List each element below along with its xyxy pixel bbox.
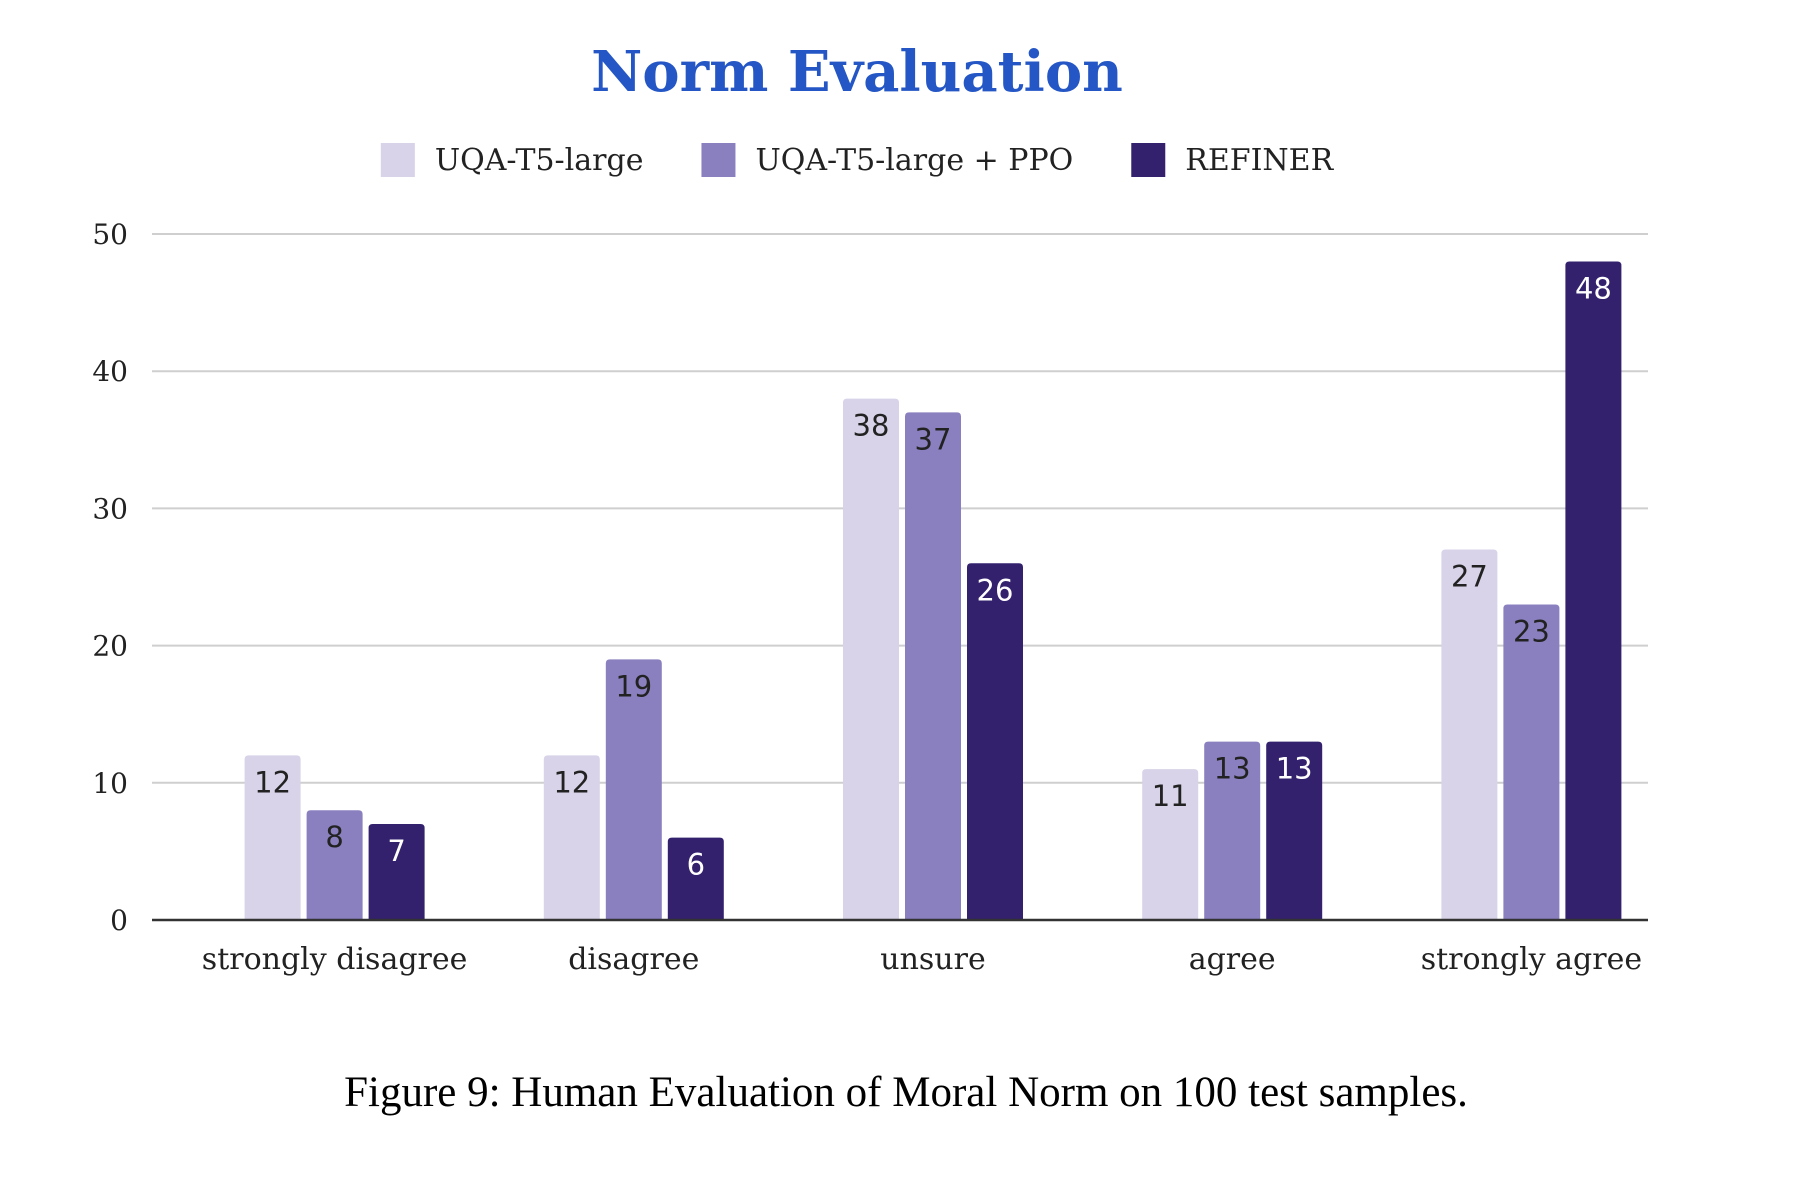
data-label: 48 <box>1575 271 1612 305</box>
data-label: 13 <box>1276 752 1313 786</box>
data-label: 12 <box>553 765 590 799</box>
bar-uqa-t5-large-unsure <box>843 398 899 920</box>
bar-uqa-t5-large-strongly-disagree <box>244 755 301 920</box>
x-axis: strongly disagree disagree unsure agree stro… <box>202 942 1642 977</box>
data-label: 27 <box>1451 560 1488 594</box>
x-tick-label: unsure <box>880 942 985 977</box>
y-tick-label: 30 <box>92 492 128 525</box>
data-label: 38 <box>853 409 890 443</box>
y-axis: 0 10 20 30 40 50 <box>92 218 128 937</box>
data-label: 23 <box>1513 614 1550 648</box>
gridlines <box>152 233 1648 784</box>
data-label: 19 <box>615 669 652 703</box>
bar-refiner-unsure <box>967 563 1023 920</box>
bar-refiner-disagree <box>667 837 724 920</box>
bar-refiner-strongly-disagree <box>368 823 425 920</box>
y-tick-label: 40 <box>92 355 128 388</box>
bar-uqa-t5-large-ppo-strongly-disagree <box>306 810 363 920</box>
x-tick-label: strongly agree <box>1421 942 1642 977</box>
data-label: 37 <box>915 422 952 456</box>
bar-uqa-t5-large-ppo-unsure <box>905 412 961 920</box>
bar-uqa-t5-large-strongly-agree <box>1441 549 1498 920</box>
legend-label: REFINER <box>1185 143 1334 178</box>
bar-uqa-t5-large-ppo-agree <box>1204 741 1261 920</box>
bar-uqa-t5-large-ppo-strongly-agree <box>1503 604 1560 920</box>
bar-refiner-strongly-agree <box>1565 261 1622 920</box>
data-label: 12 <box>254 765 291 799</box>
legend: UQA-T5-large UQA-T5-large + PPO REFINER <box>380 143 1335 178</box>
data-labels: 12 8 7 12 19 6 38 37 26 11 13 13 27 23 48 <box>254 271 1612 881</box>
bars-group <box>244 261 1622 920</box>
y-tick-label: 50 <box>92 218 128 251</box>
data-label: 8 <box>325 820 343 854</box>
y-tick-label: 0 <box>110 904 128 937</box>
bar-uqa-t5-large-disagree <box>543 755 600 920</box>
chart-title: Norm Evaluation <box>591 39 1123 105</box>
data-label: 11 <box>1152 779 1189 813</box>
legend-swatch-uqa-t5-large <box>380 143 415 177</box>
data-label: 6 <box>687 848 705 882</box>
legend-label: UQA-T5-large + PPO <box>755 143 1073 178</box>
y-tick-label: 10 <box>92 767 128 800</box>
legend-label: UQA-T5-large <box>435 143 644 178</box>
bar-uqa-t5-large-agree <box>1142 769 1199 920</box>
figure-caption: Figure 9: Human Evaluation of Moral Norm… <box>344 1069 1468 1116</box>
bar-uqa-t5-large-ppo-disagree <box>605 659 662 920</box>
data-label: 13 <box>1214 752 1251 786</box>
x-tick-label: strongly disagree <box>202 942 468 977</box>
y-tick-label: 20 <box>92 630 128 663</box>
legend-swatch-uqa-t5-large-ppo <box>701 143 736 177</box>
data-label: 26 <box>977 573 1014 607</box>
legend-swatch-refiner <box>1131 143 1166 177</box>
bar-refiner-agree <box>1266 741 1323 920</box>
data-label: 7 <box>387 834 405 868</box>
x-tick-label: disagree <box>568 942 699 977</box>
x-tick-label: agree <box>1189 942 1276 977</box>
